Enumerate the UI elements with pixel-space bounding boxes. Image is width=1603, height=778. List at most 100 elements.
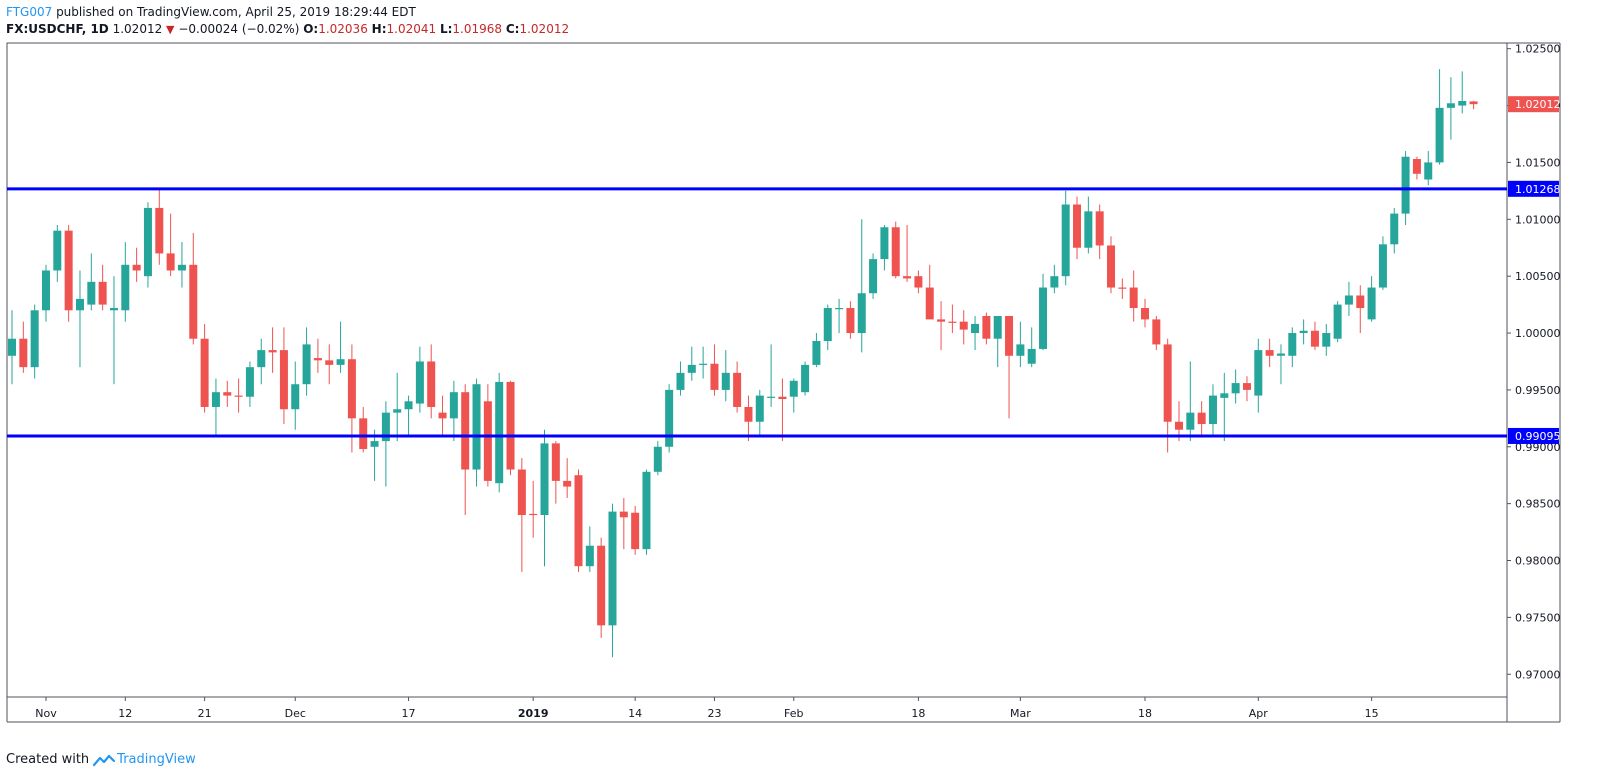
candle-body <box>359 418 368 450</box>
candle-body <box>812 340 821 365</box>
candle <box>177 242 186 288</box>
candle <box>132 247 141 282</box>
candle-body <box>880 227 889 260</box>
candle <box>143 202 152 288</box>
author-link[interactable]: FTG007 <box>6 5 53 19</box>
price-tick-label: 1.00000 <box>1515 327 1561 340</box>
levels-group <box>7 187 1507 438</box>
candle <box>166 213 175 277</box>
candle-body <box>823 308 832 341</box>
price-tick-label: 0.98000 <box>1515 555 1561 568</box>
time-tick-label: Apr <box>1249 707 1269 720</box>
candle <box>291 361 300 430</box>
candle <box>370 429 379 481</box>
candle <box>1220 372 1229 442</box>
candle <box>1344 281 1353 316</box>
candle <box>211 378 220 436</box>
candle-body <box>381 412 390 442</box>
footer: Created with TradingView <box>6 752 196 768</box>
time-tick-label: Nov <box>35 707 57 720</box>
candle <box>359 406 368 453</box>
candle <box>971 315 980 351</box>
price-tick-label: 1.02500 <box>1515 43 1561 56</box>
level-price-label-bg <box>1508 427 1559 444</box>
plot-frame <box>6 42 1561 723</box>
candle-body <box>166 253 175 271</box>
candle-body <box>449 392 458 419</box>
price-tick-label: 0.97500 <box>1515 611 1561 624</box>
candle-body <box>8 338 16 356</box>
price-tick-label: 1.01500 <box>1515 156 1561 169</box>
candle-body <box>404 401 413 410</box>
tradingview-logo-icon <box>93 754 116 767</box>
candle-body <box>608 511 617 626</box>
candle <box>857 219 866 353</box>
candle-body <box>234 395 243 397</box>
time-tick-label: 14 <box>628 707 642 720</box>
candle <box>710 344 719 396</box>
candle-body <box>733 372 742 407</box>
candle-body <box>415 361 424 404</box>
candle-body <box>211 392 220 407</box>
candle-body <box>121 264 130 311</box>
candle <box>585 526 594 572</box>
price-tick-label: 0.99500 <box>1515 384 1561 397</box>
candle <box>767 344 776 407</box>
candle <box>1322 323 1331 356</box>
candle-body <box>993 315 1002 339</box>
candle-body <box>1390 213 1399 245</box>
candle <box>1129 270 1138 322</box>
candle-body <box>472 384 481 470</box>
candle <box>676 361 685 396</box>
candle-body <box>325 360 334 365</box>
candle <box>347 344 356 453</box>
candle-body <box>1118 287 1127 289</box>
candle-body <box>857 293 866 334</box>
price-axis[interactable]: 0.97000 0.97500 0.98000 0.98500 0.99000 0.995… <box>1507 43 1561 682</box>
tradingview-link[interactable]: TradingView <box>93 752 196 768</box>
candle <box>109 276 118 385</box>
close-value: 1.02012 <box>519 22 570 36</box>
candle <box>1174 401 1183 442</box>
candle-body <box>109 308 118 311</box>
candle-body <box>529 513 538 516</box>
candle-body <box>53 230 62 271</box>
candle-body <box>925 287 934 320</box>
candle-body <box>1322 333 1331 347</box>
candle-body <box>789 380 798 397</box>
candle-body <box>642 471 651 550</box>
tradingview-brand-text: TradingView <box>117 752 196 767</box>
candle <box>279 327 288 425</box>
candle-body <box>1367 287 1376 320</box>
candle-body <box>87 281 96 305</box>
price-tick-label: 1.00500 <box>1515 270 1561 283</box>
candle-body <box>1288 333 1297 356</box>
candle <box>1310 321 1319 351</box>
candle <box>30 304 39 379</box>
candle <box>540 429 549 567</box>
level-price-label-bg <box>1508 180 1559 197</box>
candle-body <box>1107 245 1116 288</box>
candle-body <box>744 406 753 422</box>
candle <box>98 264 107 311</box>
candle-body <box>699 363 708 365</box>
time-axis[interactable]: Nov 12 21 Dec 17 2019 14 23 Feb 18 Mar 18 Apr 15 <box>35 697 1379 720</box>
candle-body <box>1435 107 1444 163</box>
price-change: −0.00024 (−0.02%) <box>178 22 300 36</box>
candle-body <box>427 361 436 407</box>
candle-body <box>721 372 730 390</box>
candle-body <box>291 384 300 410</box>
candle <box>529 480 538 538</box>
candle <box>8 310 16 385</box>
candle-body <box>1333 304 1342 339</box>
candle-body <box>891 227 900 277</box>
candle <box>1356 285 1365 334</box>
candle-body <box>223 392 232 396</box>
candle-body <box>948 321 957 323</box>
candle <box>1446 77 1455 140</box>
candle <box>1435 69 1444 165</box>
candle <box>472 378 481 487</box>
candle-body <box>1084 211 1093 248</box>
candle-body <box>710 363 719 390</box>
